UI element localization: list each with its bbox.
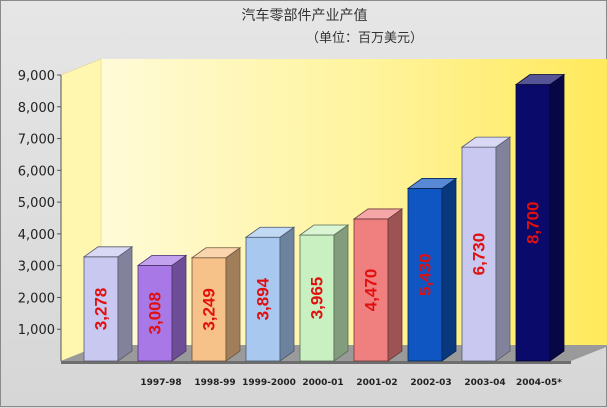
bar-top	[514, 74, 566, 85]
bar-front	[515, 84, 551, 362]
y-tick-label: 6,000	[18, 164, 55, 179]
chart-subtitle: （单位：百万美元）	[305, 31, 423, 46]
bar-value-label: 3,965	[308, 277, 327, 320]
bar	[406, 177, 458, 362]
bar	[298, 224, 350, 362]
bar-side	[171, 254, 187, 362]
bar	[136, 254, 188, 362]
x-tick-label: 2002-03	[410, 378, 451, 388]
bar-front	[407, 188, 443, 362]
bar-value-label: 3,894	[254, 277, 273, 320]
y-tick-label: 9,000	[18, 69, 55, 84]
y-tick-label: 2,000	[18, 291, 55, 306]
bar	[82, 246, 134, 362]
bar-value-label: 3,278	[92, 288, 111, 331]
bar-top	[190, 247, 242, 259]
x-tick-label: 2000-01	[302, 378, 343, 388]
bar-side	[495, 136, 511, 362]
bar-front	[299, 234, 335, 362]
bar-value-label: 4,470	[362, 269, 381, 312]
y-tick-label: 1,000	[18, 323, 55, 338]
bar-top	[298, 224, 350, 236]
y-tick-label: 7,000	[18, 133, 55, 148]
bar	[190, 246, 242, 362]
bar-top	[352, 208, 404, 220]
bar-side	[549, 73, 565, 362]
y-tick-label: 3,000	[18, 260, 55, 275]
x-tick-label: 2004-05*	[516, 378, 562, 388]
bar-side	[387, 208, 403, 362]
bar-value-label: 6,730	[470, 233, 489, 276]
y-tick-label: 5,000	[18, 196, 55, 211]
bar-side	[279, 226, 295, 362]
chart-title: 汽车零部件产业产值	[241, 8, 368, 24]
x-tick-label: 1997-98	[140, 378, 181, 388]
bar-front	[353, 218, 389, 362]
bar-front	[245, 236, 281, 362]
bar-top	[460, 136, 512, 148]
bar-top	[82, 246, 134, 258]
bar-side	[117, 246, 133, 362]
x-tick-label: 2003-04	[464, 378, 505, 388]
bar-top	[244, 226, 296, 238]
bar-value-label: 3,249	[200, 288, 219, 331]
bar-side	[333, 224, 349, 362]
bar-value-label: 3,008	[146, 292, 165, 335]
bar	[244, 226, 296, 362]
bar-value-label: 8,700	[524, 201, 543, 244]
bar-front	[461, 146, 497, 362]
bar	[460, 136, 512, 362]
floor-lip	[61, 361, 571, 364]
x-tick-label: 1999-2000	[242, 378, 296, 388]
bar-top	[136, 255, 188, 266]
y-tick-label: 8,000	[18, 101, 55, 116]
bar	[514, 73, 566, 362]
bar-side	[441, 177, 457, 362]
x-tick-label: 1998-99	[194, 378, 235, 388]
bar-value-label: 5,430	[416, 253, 435, 296]
bar	[352, 208, 404, 362]
bar-top	[406, 178, 458, 189]
bar-side	[225, 246, 241, 362]
bar-front	[191, 257, 227, 362]
bar-front	[137, 265, 173, 362]
x-tick-label: 2001-02	[356, 378, 397, 388]
y-tick-label: 4,000	[18, 228, 55, 243]
